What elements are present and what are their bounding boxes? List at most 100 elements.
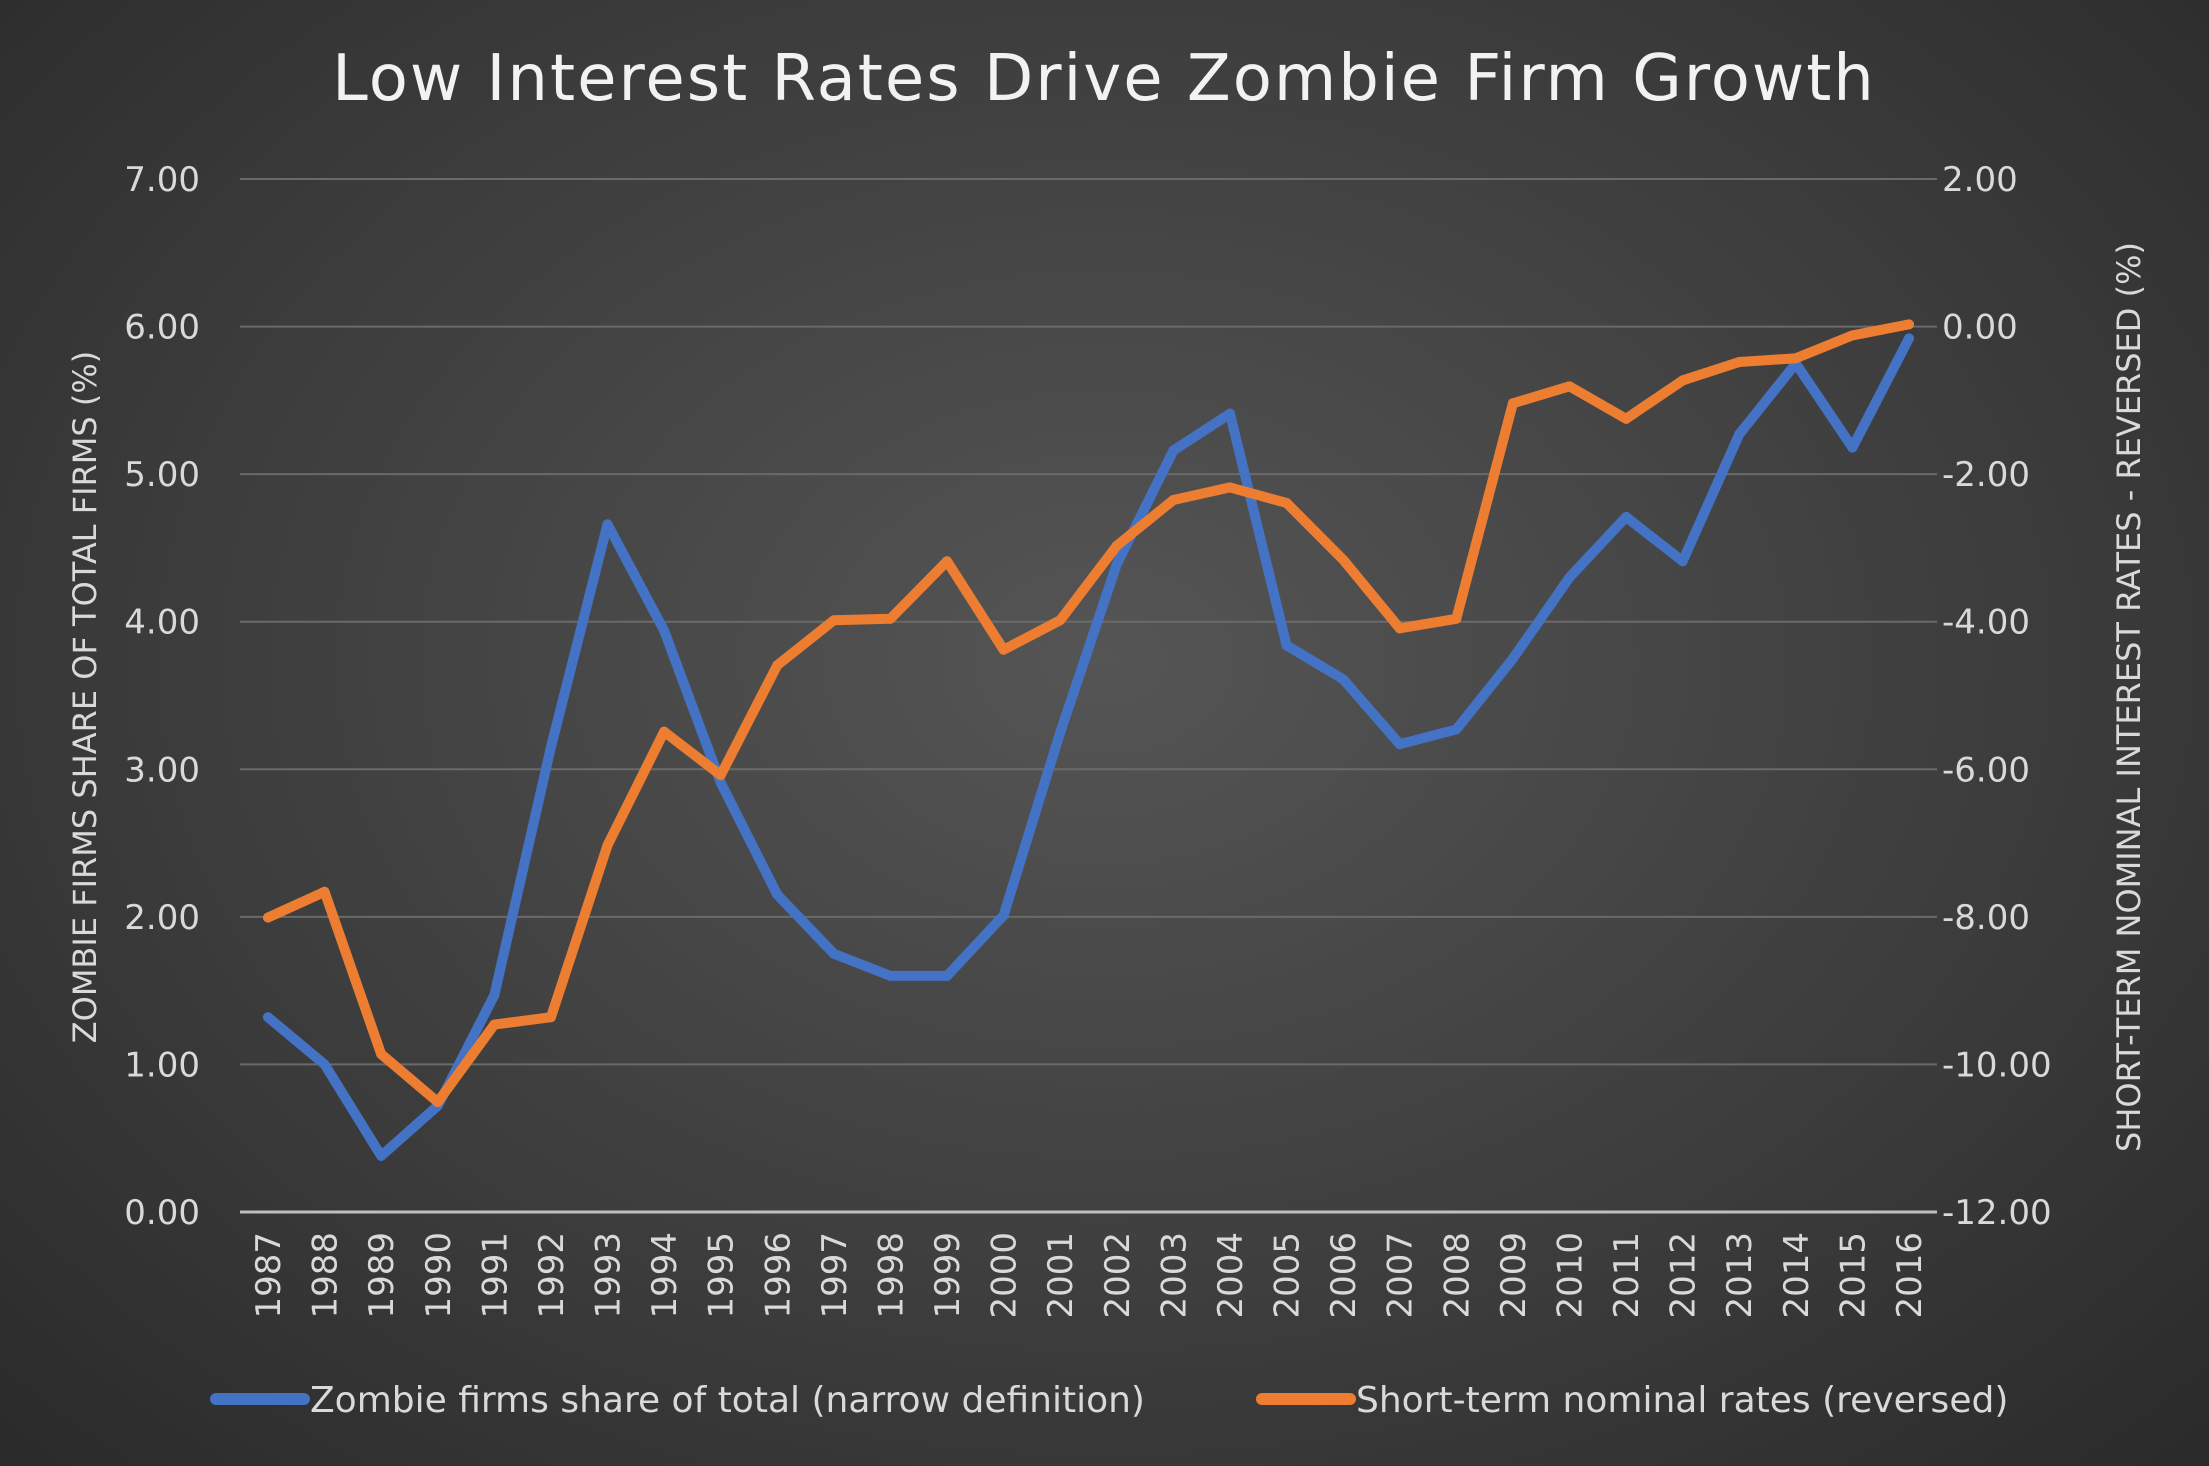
short-term-rates-point xyxy=(263,912,273,923)
x-tick-label: 1996 xyxy=(758,1232,798,1319)
left-tick-label: 2.00 xyxy=(124,898,200,938)
zombie-share-point xyxy=(1677,556,1688,567)
x-tick-label: 2003 xyxy=(1154,1232,1194,1319)
x-axis-ticks: 1987 1988 1989 1990 1991 1992 1993 1994 1995 1996… xyxy=(249,1232,1930,1319)
right-axis-title: SHORT-TERM NOMINAL INTEREST RATES - REVE… xyxy=(2110,242,2148,1152)
x-tick-label: 1992 xyxy=(532,1232,572,1319)
right-tick-label: -2.00 xyxy=(1942,455,2030,495)
x-tick-label: 1997 xyxy=(815,1232,855,1319)
short-term-rates-point xyxy=(942,556,953,567)
x-tick-label: 2015 xyxy=(1833,1232,1873,1319)
short-term-rates-point xyxy=(998,644,1009,655)
zombie-share-point xyxy=(885,970,896,981)
x-tick-label: 2000 xyxy=(985,1232,1025,1319)
right-tick-label: -10.00 xyxy=(1942,1045,2052,1085)
short-term-rates-point xyxy=(1394,623,1405,634)
short-term-rates-point xyxy=(1734,356,1745,367)
legend-label-rates: Short-term nominal rates (reversed) xyxy=(1356,1380,2008,1421)
x-tick-label: 1990 xyxy=(419,1232,459,1319)
right-tick-label: -12.00 xyxy=(1942,1193,2052,1233)
zombie-share-point xyxy=(1394,739,1405,750)
zombie-share-point xyxy=(659,625,670,636)
zombie-share-point xyxy=(263,1012,273,1023)
short-term-rates-point xyxy=(545,1012,556,1023)
x-tick-label: 2001 xyxy=(1041,1232,1081,1319)
zombie-share-point xyxy=(1904,333,1914,344)
x-tick-label: 2005 xyxy=(1268,1232,1308,1319)
right-tick-label: 0.00 xyxy=(1942,308,2018,348)
left-tick-label: 7.00 xyxy=(124,160,200,200)
short-term-rates-point xyxy=(1224,482,1235,493)
x-tick-label: 1988 xyxy=(306,1232,346,1319)
x-tick-label: 1995 xyxy=(702,1232,742,1319)
short-term-rates-point xyxy=(1055,615,1066,626)
left-tick-label: 0.00 xyxy=(124,1193,200,1233)
x-tick-label: 1993 xyxy=(589,1232,629,1319)
short-term-rates-point xyxy=(715,770,726,781)
x-tick-label: 2004 xyxy=(1211,1232,1251,1319)
zombie-share-point xyxy=(942,970,953,981)
x-tick-label: 1991 xyxy=(475,1232,515,1319)
zombie-share-line xyxy=(263,333,1914,1161)
chart-title: Low Interest Rates Drive Zombie Firm Gro… xyxy=(332,42,1876,116)
zombie-share-point xyxy=(1451,724,1462,735)
short-term-rates-point xyxy=(1621,413,1632,424)
short-term-rates-point xyxy=(1677,375,1688,386)
zombie-share-point xyxy=(545,742,556,753)
x-tick-label: 2006 xyxy=(1324,1232,1364,1319)
x-tick-label: 2010 xyxy=(1550,1232,1590,1319)
gridlines xyxy=(240,178,1937,1214)
zombie-share-point xyxy=(1621,511,1632,522)
legend-label-zombie: Zombie firms share of total (narrow defi… xyxy=(310,1380,1145,1421)
zombie-share-point xyxy=(715,777,726,788)
short-term-rates-point xyxy=(602,840,613,851)
short-term-rates-point xyxy=(1790,353,1801,364)
short-term-rates-point xyxy=(772,660,783,671)
left-axis-title: ZOMBIE FIRMS SHARE OF TOTAL FIRMS (%) xyxy=(66,351,104,1044)
short-term-rates-point xyxy=(319,886,330,897)
short-term-rates-point xyxy=(659,726,670,737)
x-tick-label: 2008 xyxy=(1437,1232,1477,1319)
short-term-rates-point xyxy=(1338,554,1349,565)
zombie-share-point xyxy=(1168,445,1179,456)
left-tick-label: 6.00 xyxy=(124,308,200,348)
zombie-share-point xyxy=(1847,442,1858,453)
zombie-share-point xyxy=(489,990,500,1001)
x-tick-label: 2002 xyxy=(1098,1232,1138,1319)
right-tick-label: -6.00 xyxy=(1942,750,2030,790)
x-tick-label: 2016 xyxy=(1890,1232,1930,1319)
short-term-rates-point xyxy=(1281,497,1292,508)
zombie-share-point xyxy=(828,948,839,959)
x-tick-label: 1998 xyxy=(871,1232,911,1319)
zombie-share-point xyxy=(1111,559,1122,570)
left-axis-ticks: 0.00 1.00 2.00 3.00 4.00 5.00 6.00 7.00 xyxy=(124,160,200,1233)
short-term-rates-point xyxy=(1564,381,1575,392)
short-term-rates-point xyxy=(1507,398,1518,409)
short-term-rates-point xyxy=(1847,330,1858,341)
short-term-rates-point xyxy=(376,1049,387,1060)
x-tick-label: 2009 xyxy=(1494,1232,1534,1319)
x-tick-label: 2007 xyxy=(1381,1232,1421,1319)
right-tick-label: 2.00 xyxy=(1942,160,2018,200)
x-tick-label: 1987 xyxy=(249,1232,289,1319)
short-term-rates-point xyxy=(1168,494,1179,505)
short-term-rates-point xyxy=(432,1097,443,1108)
series-lines xyxy=(263,319,1914,1161)
short-term-rates-point xyxy=(1111,540,1122,551)
x-tick-label: 1989 xyxy=(362,1232,402,1319)
x-tick-label: 2014 xyxy=(1777,1232,1817,1319)
zombie-share-point xyxy=(1734,429,1745,440)
left-tick-label: 3.00 xyxy=(124,750,200,790)
left-tick-label: 4.00 xyxy=(124,603,200,643)
legend: Zombie firms share of total (narrow defi… xyxy=(210,1380,2008,1421)
short-term-rates-point xyxy=(1451,613,1462,624)
short-term-rates-point xyxy=(489,1019,500,1030)
zombie-share-point xyxy=(602,519,613,530)
short-term-rates-point xyxy=(828,615,839,626)
x-tick-label: 2011 xyxy=(1607,1232,1647,1319)
short-term-rates-point xyxy=(1904,319,1914,330)
x-tick-label: 1999 xyxy=(928,1232,968,1319)
zombie-share-point xyxy=(772,889,783,900)
zombie-share-point xyxy=(1281,640,1292,651)
